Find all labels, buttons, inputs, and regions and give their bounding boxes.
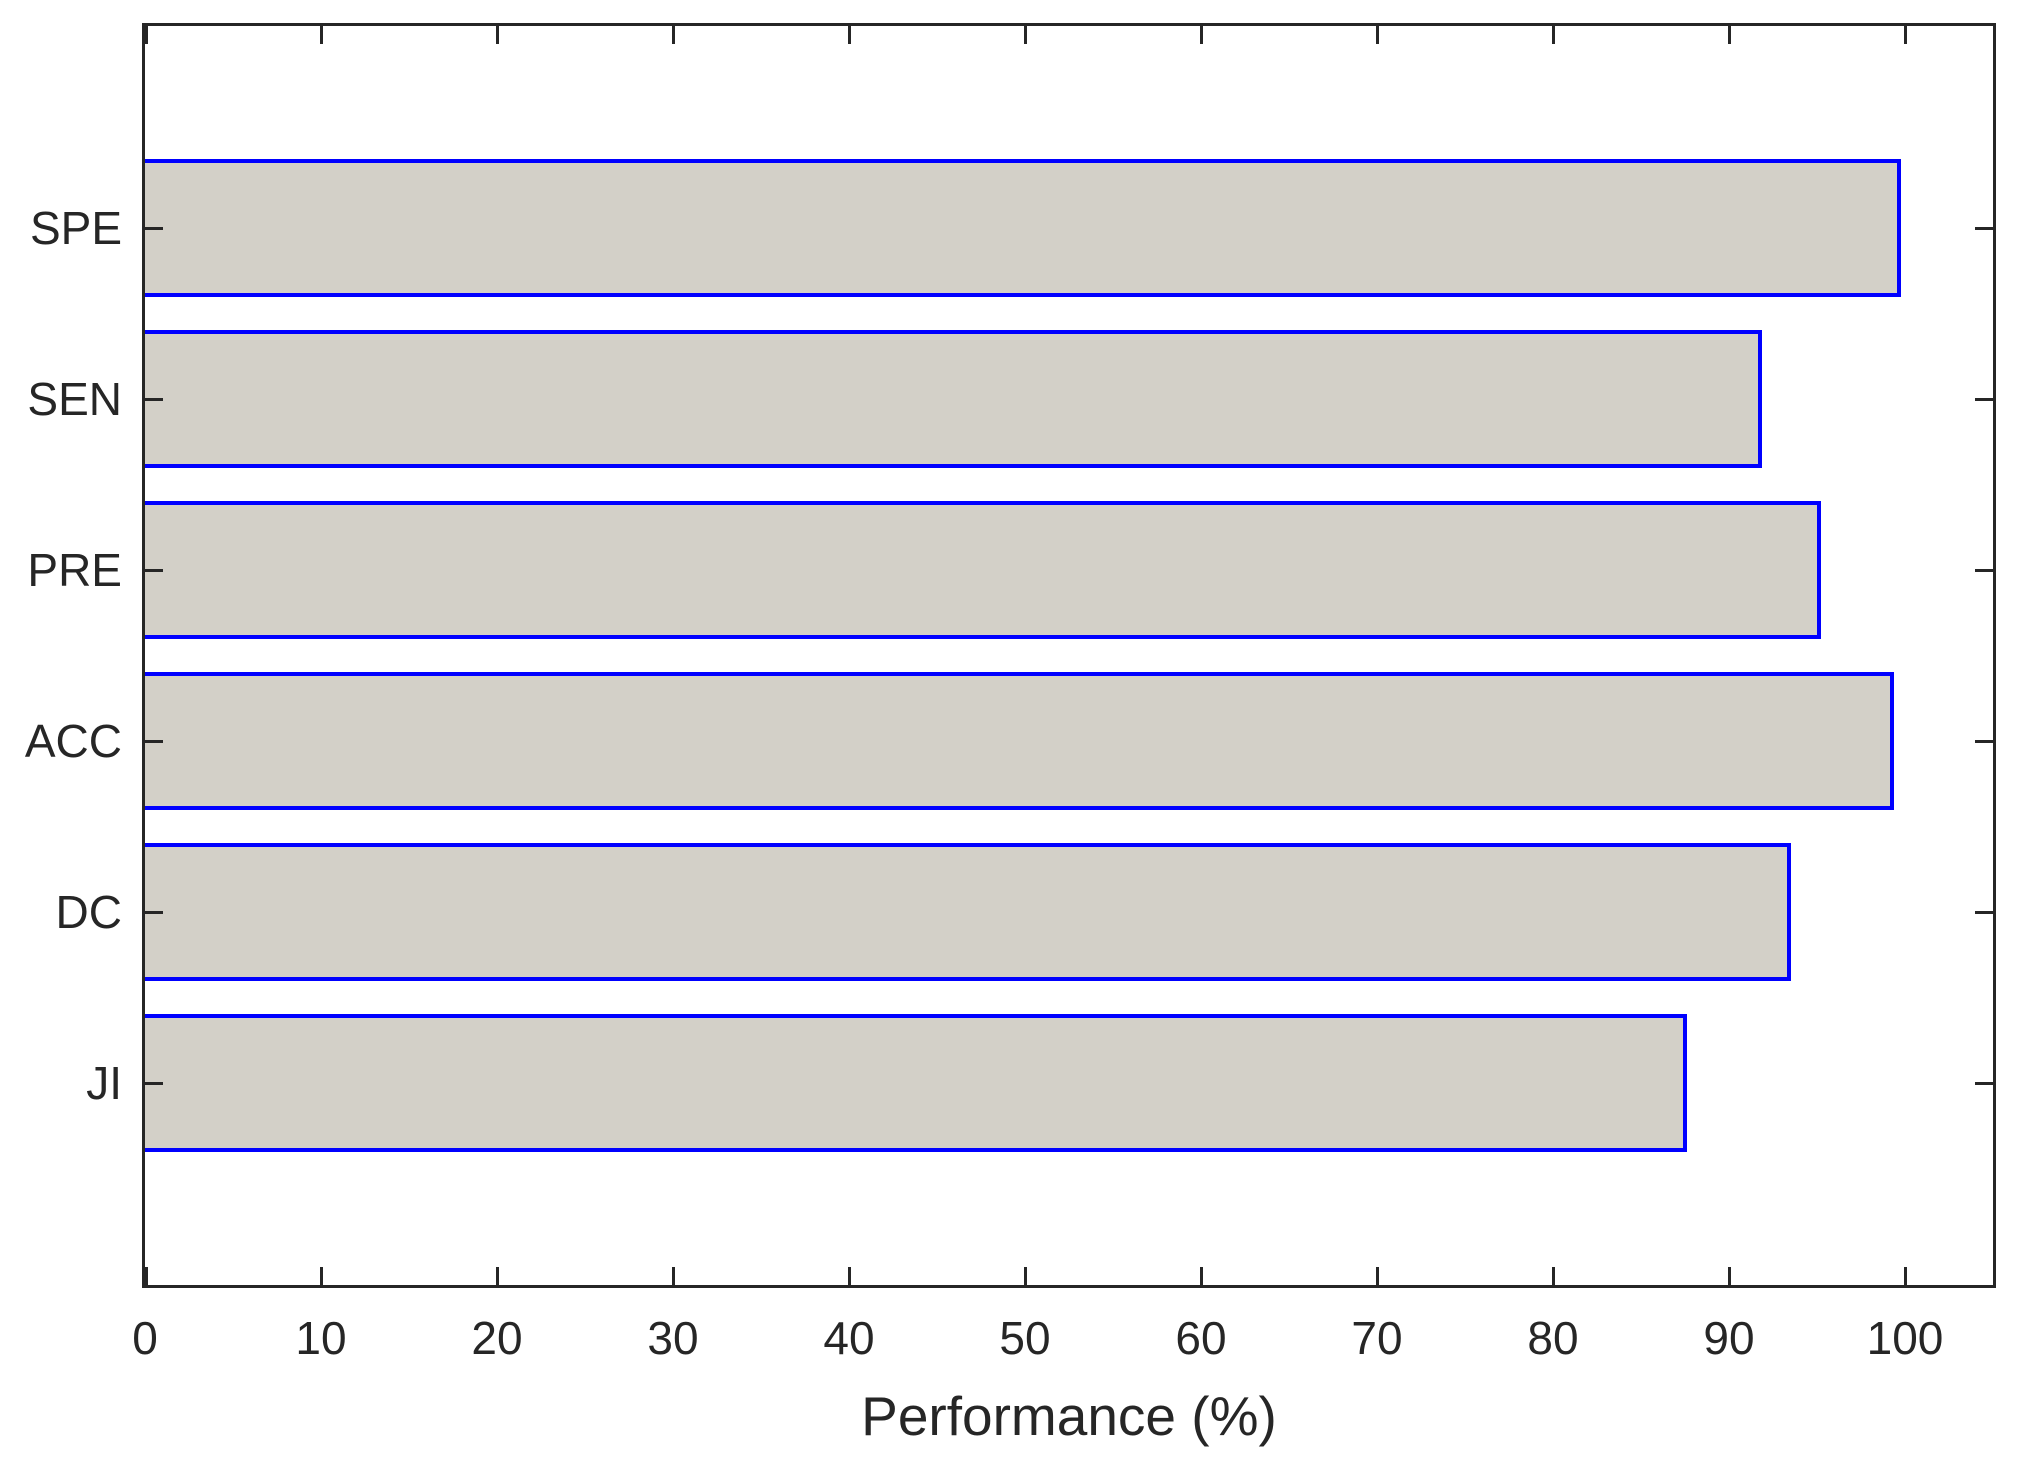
x-tick-label-0: 0 <box>132 1312 158 1364</box>
x-tick-bottom <box>848 1267 851 1285</box>
y-tick-right <box>1975 911 1993 914</box>
x-tick-label-20: 20 <box>471 1312 523 1364</box>
x-tick-label-50: 50 <box>999 1312 1051 1364</box>
x-tick-label-80: 80 <box>1527 1312 1579 1364</box>
y-tick-left <box>145 911 163 914</box>
y-tick-right <box>1975 1082 1993 1085</box>
x-tick-top <box>672 26 675 44</box>
y-tick-right <box>1975 227 1993 230</box>
y-tick-label-ji: JI <box>86 1057 122 1109</box>
x-tick-bottom <box>1376 1267 1379 1285</box>
x-tick-top <box>320 26 323 44</box>
x-tick-top <box>1904 26 1907 44</box>
x-tick-top <box>1376 26 1379 44</box>
x-tick-bottom <box>1904 1267 1907 1285</box>
y-tick-right <box>1975 569 1993 572</box>
x-tick-top <box>848 26 851 44</box>
y-tick-right <box>1975 740 1993 743</box>
x-tick-top <box>1024 26 1027 44</box>
y-tick-label-sen: SEN <box>27 373 122 425</box>
x-tick-label-40: 40 <box>823 1312 875 1364</box>
y-tick-right <box>1975 398 1993 401</box>
x-tick-top <box>145 26 148 44</box>
bar-ji <box>145 1014 1687 1152</box>
x-tick-bottom <box>1552 1267 1555 1285</box>
x-tick-bottom <box>1728 1267 1731 1285</box>
bar-sen <box>145 330 1762 468</box>
x-tick-label-30: 30 <box>647 1312 699 1364</box>
y-tick-left <box>145 227 163 230</box>
x-tick-label-60: 60 <box>1175 1312 1227 1364</box>
x-tick-bottom <box>672 1267 675 1285</box>
x-tick-bottom <box>320 1267 323 1285</box>
bar-pre <box>145 501 1821 639</box>
x-tick-label-70: 70 <box>1351 1312 1403 1364</box>
x-tick-label-90: 90 <box>1703 1312 1755 1364</box>
x-axis-title: Performance (%) <box>861 1385 1277 1447</box>
y-tick-left <box>145 398 163 401</box>
y-tick-left <box>145 740 163 743</box>
x-tick-bottom <box>496 1267 499 1285</box>
y-tick-left <box>145 1082 163 1085</box>
bar-dc <box>145 843 1791 981</box>
y-tick-label-spe: SPE <box>29 202 122 254</box>
y-tick-label-pre: PRE <box>27 544 122 596</box>
x-tick-bottom <box>145 1267 148 1285</box>
x-tick-bottom <box>1024 1267 1027 1285</box>
x-tick-top <box>1728 26 1731 44</box>
y-tick-left <box>145 569 163 572</box>
x-tick-bottom <box>1200 1267 1203 1285</box>
x-tick-label-10: 10 <box>295 1312 347 1364</box>
y-tick-label-acc: ACC <box>24 715 122 767</box>
x-tick-label-100: 100 <box>1866 1312 1944 1364</box>
x-tick-top <box>1200 26 1203 44</box>
bar-spe <box>145 159 1901 297</box>
plot-area <box>142 23 1996 1288</box>
x-tick-top <box>1552 26 1555 44</box>
bar-acc <box>145 672 1894 810</box>
x-tick-top <box>496 26 499 44</box>
y-tick-label-dc: DC <box>55 886 122 938</box>
